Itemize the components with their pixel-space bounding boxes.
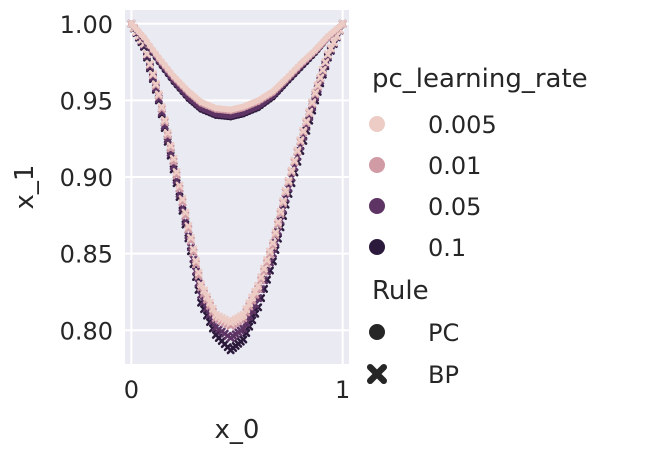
data-point <box>151 80 160 89</box>
legend-label-0.01: 0.01 <box>428 152 481 180</box>
data-point <box>154 90 163 99</box>
data-point <box>323 50 332 59</box>
data-point <box>276 207 285 216</box>
legend-marker-bp <box>367 364 387 384</box>
data-point <box>184 222 193 231</box>
y-tick-label-3: 0.95 <box>60 87 113 115</box>
data-point <box>271 228 280 237</box>
data-point <box>197 280 206 289</box>
data-point <box>268 238 277 247</box>
data-point <box>205 298 214 307</box>
data-point <box>239 324 248 333</box>
data-point <box>178 203 187 212</box>
data-point <box>192 257 201 266</box>
data-point <box>202 292 211 301</box>
data-point <box>194 268 203 277</box>
legend-marker-pc <box>369 324 385 340</box>
data-point <box>308 98 317 107</box>
series-pc-lr-0.005 <box>128 20 346 113</box>
y-tick-label-4: 1.00 <box>60 11 113 39</box>
data-point <box>260 264 269 273</box>
data-point <box>163 128 172 137</box>
legend-label-pc: PC <box>428 319 459 347</box>
data-points <box>127 19 347 355</box>
data-point <box>245 299 254 308</box>
data-point <box>287 166 296 175</box>
data-point <box>248 293 257 302</box>
data-point <box>200 286 209 295</box>
data-point <box>305 107 314 116</box>
data-point <box>284 176 293 185</box>
legend-marker-0.005 <box>369 116 385 132</box>
data-point <box>321 58 330 67</box>
data-point <box>279 197 288 206</box>
legend-marker-0.1 <box>369 239 385 255</box>
data-point <box>311 88 320 97</box>
data-point <box>299 126 308 135</box>
data-point <box>189 245 198 254</box>
legend-label-0.05: 0.05 <box>428 193 481 221</box>
data-point <box>145 59 154 68</box>
data-point <box>263 256 272 265</box>
data-point <box>239 335 248 344</box>
data-point <box>265 247 274 256</box>
legend-label-0.1: 0.1 <box>428 234 466 262</box>
data-point <box>296 136 305 145</box>
legend-marker-0.05 <box>369 198 385 214</box>
x-axis-label: x_0 <box>215 415 260 445</box>
data-point <box>208 304 217 313</box>
data-point <box>326 44 335 53</box>
data-point <box>172 168 181 177</box>
data-point <box>175 181 184 190</box>
legend-marker-0.01 <box>369 157 385 173</box>
data-point <box>251 287 260 296</box>
y-tick-label-0: 0.80 <box>60 317 113 345</box>
legend-label-bp: BP <box>428 361 459 389</box>
legend-label-0.005: 0.005 <box>428 111 497 139</box>
data-point <box>293 146 302 155</box>
data-point <box>142 49 151 58</box>
data-point <box>273 218 282 227</box>
legend: pc_learning_rate 0.005 0.01 0.05 0.1 Rule P… <box>367 64 588 389</box>
y-tick-label-2: 0.90 <box>60 164 113 192</box>
grid-lines <box>125 10 349 364</box>
data-point <box>339 20 346 27</box>
data-point <box>257 273 266 282</box>
data-point <box>166 141 175 150</box>
y-axis-label: x_1 <box>10 165 40 210</box>
legend-style-entries: PC BP <box>367 319 459 389</box>
data-point <box>281 186 290 195</box>
data-point <box>242 305 251 314</box>
data-point <box>254 281 263 290</box>
legend-hue-entries: 0.005 0.01 0.05 0.1 <box>369 111 497 262</box>
data-point <box>181 208 190 217</box>
data-point <box>316 73 325 82</box>
data-point <box>318 65 327 74</box>
legend-style-title: Rule <box>372 276 429 306</box>
data-point <box>239 310 248 319</box>
legend-hue-title: pc_learning_rate <box>372 64 588 94</box>
data-point <box>302 117 311 126</box>
data-point <box>160 116 169 125</box>
data-point <box>313 81 322 90</box>
data-point <box>178 195 187 204</box>
data-point <box>329 38 338 47</box>
data-point <box>157 103 166 112</box>
x-tick-label-0: 0 <box>124 376 139 404</box>
y-tick-label-1: 0.85 <box>60 241 113 269</box>
data-point <box>169 154 178 163</box>
data-point <box>148 70 157 79</box>
y-tick-labels: 0.80 0.85 0.90 0.95 1.00 <box>60 11 113 345</box>
x-tick-label-1: 1 <box>335 376 350 404</box>
data-point <box>186 233 195 242</box>
data-point <box>290 156 299 165</box>
